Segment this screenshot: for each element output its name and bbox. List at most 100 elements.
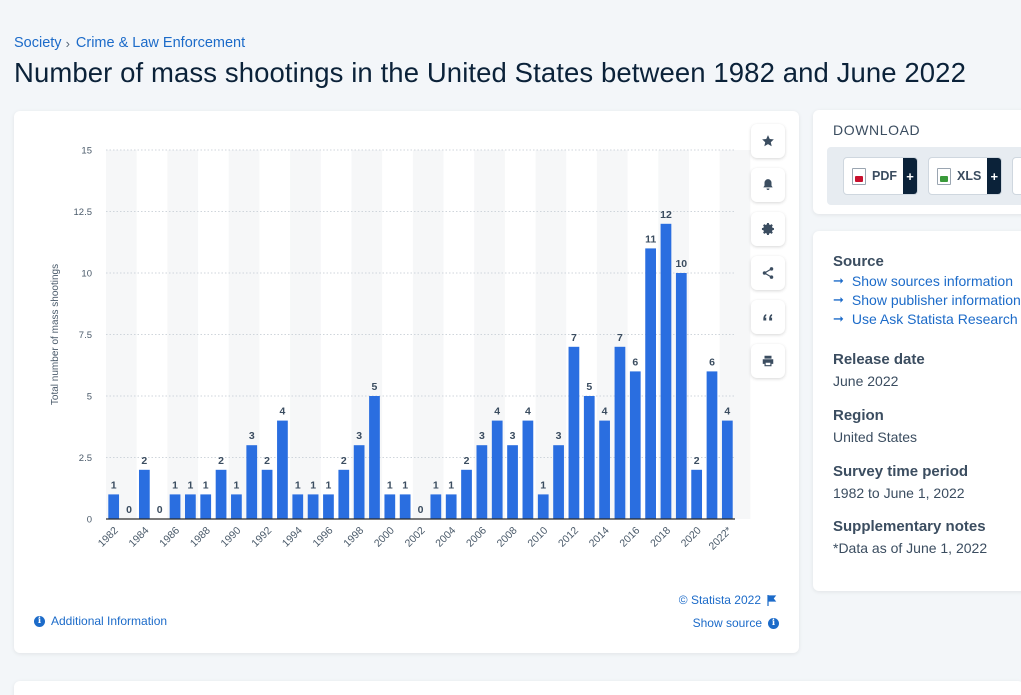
page-title: Number of mass shootings in the United S… (14, 57, 966, 88)
x-tick-label: 2006 (464, 525, 489, 550)
xls-download-button[interactable]: XLS + (928, 157, 1003, 195)
survey-section: Survey time period 1982 to June 1, 2022 (833, 463, 968, 501)
bar (138, 469, 150, 519)
notes-heading: Supplementary notes (833, 518, 986, 535)
x-tick-label: 1992 (249, 525, 274, 550)
y-axis-label: Total number of mass shootings (50, 264, 61, 405)
statista-credit[interactable]: © Statista 2022 (679, 593, 777, 607)
x-tick-label: 2010 (525, 525, 550, 550)
bar (215, 469, 227, 519)
data-label: 2 (264, 455, 270, 467)
xls-file-icon (937, 167, 951, 185)
flag-icon (767, 594, 777, 606)
source-heading: Source (833, 253, 884, 270)
breadcrumb-society[interactable]: Society (14, 35, 62, 51)
info-icon: i (34, 615, 45, 627)
more-download-button[interactable] (1012, 157, 1021, 195)
data-label: 1 (540, 479, 546, 491)
show-source-text: Show source (692, 616, 762, 630)
data-label: 1 (233, 479, 239, 491)
bar (706, 371, 718, 519)
xls-plus: + (987, 158, 1002, 194)
show-source-link[interactable]: Show source i (693, 616, 779, 630)
quote-icon (763, 314, 773, 321)
bar (292, 494, 304, 519)
x-tick-label: 1996 (311, 525, 336, 550)
data-label: 4 (602, 406, 608, 418)
bar (277, 420, 288, 519)
release-section: Release date June 2022 (833, 351, 925, 389)
show-sources-text: Show sources information (851, 273, 1013, 289)
data-label: 1 (433, 479, 439, 491)
bar (599, 420, 610, 519)
settings-button[interactable] (751, 212, 785, 246)
y-tick-label: 2.5 (79, 453, 92, 464)
bar (507, 445, 518, 519)
data-label: 6 (632, 356, 638, 368)
data-label: 1 (172, 479, 178, 491)
source-section: Source ➞ Show sources information ➞ Show p… (833, 253, 1021, 327)
release-heading: Release date (833, 351, 925, 368)
bar (583, 396, 595, 519)
favorite-button[interactable] (751, 124, 785, 158)
pdf-plus: + (903, 158, 917, 194)
survey-value: 1982 to June 1, 2022 (833, 485, 965, 501)
x-tick-label: 2018 (648, 525, 673, 550)
share-icon (762, 267, 774, 279)
data-label: 5 (586, 381, 592, 393)
ask-statista-link[interactable]: ➞ Use Ask Statista Research Service (833, 311, 1021, 327)
data-label: 3 (556, 430, 562, 442)
breadcrumb-crime[interactable]: Crime & Law Enforcement (75, 35, 246, 51)
x-tick-label: 1982 (96, 525, 121, 550)
bar (537, 494, 549, 519)
data-label: 2 (341, 455, 347, 467)
print-button[interactable] (751, 344, 785, 378)
x-tick-label: 1984 (126, 525, 151, 550)
data-label: 3 (249, 430, 255, 442)
data-label: 0 (418, 504, 424, 516)
bar (384, 494, 396, 519)
arrow-right-icon: ➞ (833, 311, 844, 326)
bar (660, 223, 672, 520)
bar (629, 371, 641, 519)
x-tick-label: 2008 (495, 525, 520, 550)
data-label: 12 (660, 209, 672, 221)
x-tick-label: 2014 (587, 525, 612, 550)
data-label: 7 (617, 332, 623, 344)
show-publisher-text: Show publisher information (851, 292, 1021, 308)
share-button[interactable] (751, 256, 785, 290)
pdf-download-button[interactable]: PDF + (843, 157, 918, 195)
show-publisher-link[interactable]: ➞ Show publisher information (833, 292, 1021, 308)
x-tick-label: 1994 (280, 525, 305, 550)
data-label: 2 (218, 455, 224, 467)
bar (476, 445, 488, 519)
show-sources-link[interactable]: ➞ Show sources information (833, 273, 1021, 289)
data-label: 1 (111, 479, 117, 491)
notes-value: *Data as of June 1, 2022 (833, 540, 988, 556)
data-label: 5 (372, 381, 378, 393)
pdf-file-icon (852, 167, 866, 185)
additional-info-link[interactable]: i Additional Information (34, 614, 167, 628)
region-value: United States (833, 429, 918, 445)
y-tick-label: 5 (87, 392, 92, 403)
data-label: 4 (525, 406, 531, 418)
y-tick-label: 12.5 (74, 207, 93, 218)
data-label: 6 (709, 356, 715, 368)
bar (108, 494, 120, 519)
y-tick-label: 7.5 (79, 330, 92, 341)
info-icon: i (768, 617, 779, 629)
arrow-right-icon: ➞ (833, 292, 844, 307)
data-label: 0 (126, 504, 132, 516)
download-title: DOWNLOAD (833, 122, 921, 138)
bar (369, 396, 380, 519)
bar (553, 445, 564, 519)
cite-button[interactable] (751, 300, 785, 334)
column-band (167, 150, 199, 519)
notification-button[interactable] (751, 168, 785, 202)
survey-heading: Survey time period (833, 463, 969, 480)
region-heading: Region (833, 407, 884, 424)
bar (614, 346, 626, 519)
data-label: 1 (387, 479, 393, 491)
data-label: 1 (310, 479, 316, 491)
